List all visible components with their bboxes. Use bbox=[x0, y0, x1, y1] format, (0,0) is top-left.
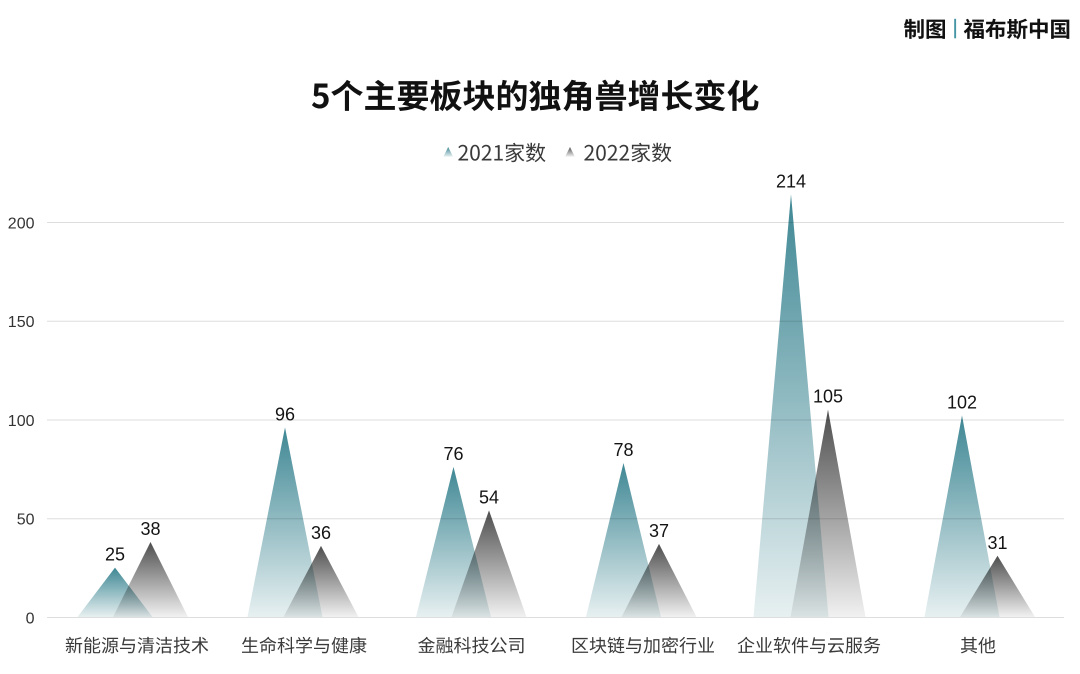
svg-text:100: 100 bbox=[8, 413, 35, 430]
svg-text:214: 214 bbox=[776, 171, 806, 191]
svg-text:150: 150 bbox=[8, 314, 35, 331]
svg-text:36: 36 bbox=[311, 523, 331, 543]
svg-text:105: 105 bbox=[813, 387, 843, 407]
svg-text:54: 54 bbox=[479, 487, 499, 507]
svg-text:102: 102 bbox=[947, 393, 977, 413]
svg-text:37: 37 bbox=[649, 521, 669, 541]
svg-text:0: 0 bbox=[26, 610, 35, 627]
svg-text:96: 96 bbox=[275, 404, 295, 424]
svg-text:76: 76 bbox=[443, 444, 463, 464]
svg-text:50: 50 bbox=[17, 512, 35, 529]
svg-text:200: 200 bbox=[8, 215, 35, 232]
svg-text:78: 78 bbox=[613, 440, 633, 460]
svg-text:38: 38 bbox=[140, 519, 160, 539]
svg-text:25: 25 bbox=[105, 545, 125, 565]
svg-text:31: 31 bbox=[987, 533, 1007, 553]
